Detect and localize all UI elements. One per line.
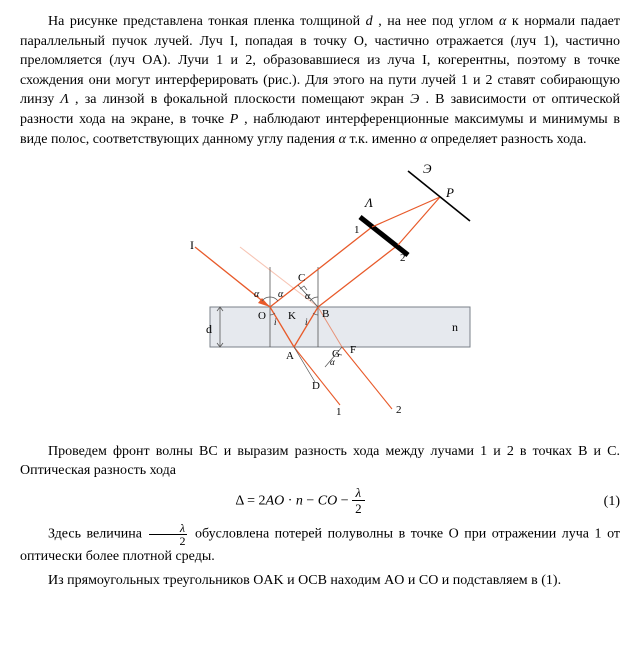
label-b: B — [322, 308, 329, 320]
paragraph-halfwave: Здесь величина λ 2 обусловлена потерей п… — [20, 522, 620, 567]
label-alpha-g: α — [330, 357, 335, 367]
label-a: A — [286, 350, 294, 362]
label-alpha-o-left: α — [254, 289, 260, 300]
intro-text-d: , за линзой в фокальной плоскости помеща… — [75, 92, 410, 107]
var-e-1: Э — [410, 92, 419, 107]
halfwave-frac: λ 2 — [149, 522, 187, 547]
label-ray1-down: 1 — [336, 406, 342, 418]
eq1-n: n — [296, 494, 303, 509]
figure-container: Э P Λ 1 2 I O K B C A D G F n d α α α i … — [20, 157, 620, 434]
var-d: d — [366, 14, 373, 29]
var-alpha-1: α — [499, 14, 506, 29]
label-ray2-up: 2 — [400, 252, 406, 264]
equation-1-row: Δ = 2AO · n − CO − λ2 (1) — [20, 487, 620, 516]
var-p-1: P — [230, 112, 239, 127]
label-alpha-b: α — [305, 291, 311, 302]
wavefront-text: Проведем фронт волны BC и выразим разнос… — [20, 444, 620, 479]
var-alpha-3: α — [420, 132, 427, 147]
label-k: K — [288, 310, 296, 322]
triangles-text: Из прямоугольных треугольников OAK и OCB… — [48, 573, 561, 588]
eq1-frac-num: λ — [352, 486, 365, 501]
paragraph-intro: На рисунке представлена тонкая пленка то… — [20, 12, 620, 149]
eq1-delta: Δ = 2 — [235, 494, 265, 509]
equation-1-number: (1) — [580, 492, 620, 512]
intro-text-h: определяет разность хода. — [431, 132, 587, 147]
eq1-minus1: − — [303, 494, 318, 509]
var-lambda-1: Λ — [60, 92, 68, 107]
equation-1: Δ = 2AO · n − CO − λ2 — [20, 487, 580, 516]
label-lens: Λ — [363, 195, 373, 210]
intro-text-b: , на нее под углом — [378, 14, 499, 29]
label-d-dim: d — [206, 322, 212, 336]
halfwave-text-a: Здесь величина — [48, 527, 147, 542]
eq1-co: CO — [318, 494, 337, 509]
label-alpha-o-right: α — [278, 289, 284, 300]
eq1-frac: λ2 — [352, 486, 365, 515]
label-ray1-up: 1 — [354, 224, 360, 236]
eq1-ao: AO — [266, 494, 285, 509]
label-f: F — [350, 344, 356, 356]
optics-diagram: Э P Λ 1 2 I O K B C A D G F n d α α α i … — [140, 157, 500, 427]
intro-text-a: На рисунке представлена тонкая пленка то… — [48, 14, 366, 29]
label-screen: Э — [423, 161, 432, 176]
eq1-dot: · — [284, 494, 296, 509]
label-ray2-down: 2 — [396, 404, 402, 416]
halfwave-frac-den: 2 — [149, 535, 187, 547]
paragraph-triangles: Из прямоугольных треугольников OAK и OCB… — [20, 571, 620, 591]
label-d-point: D — [312, 380, 320, 392]
paragraph-wavefront: Проведем фронт волны BC и выразим разнос… — [20, 442, 620, 481]
label-incident: I — [190, 238, 194, 252]
label-p: P — [445, 185, 454, 200]
intro-text-g: т.к. именно — [349, 132, 419, 147]
eq1-minus2: − — [337, 494, 352, 509]
label-o: O — [258, 310, 266, 322]
label-c: C — [298, 272, 305, 284]
label-n: n — [452, 320, 458, 334]
var-alpha-2: α — [339, 132, 346, 147]
halfwave-frac-num: λ — [149, 522, 187, 535]
eq1-frac-den: 2 — [352, 501, 365, 515]
